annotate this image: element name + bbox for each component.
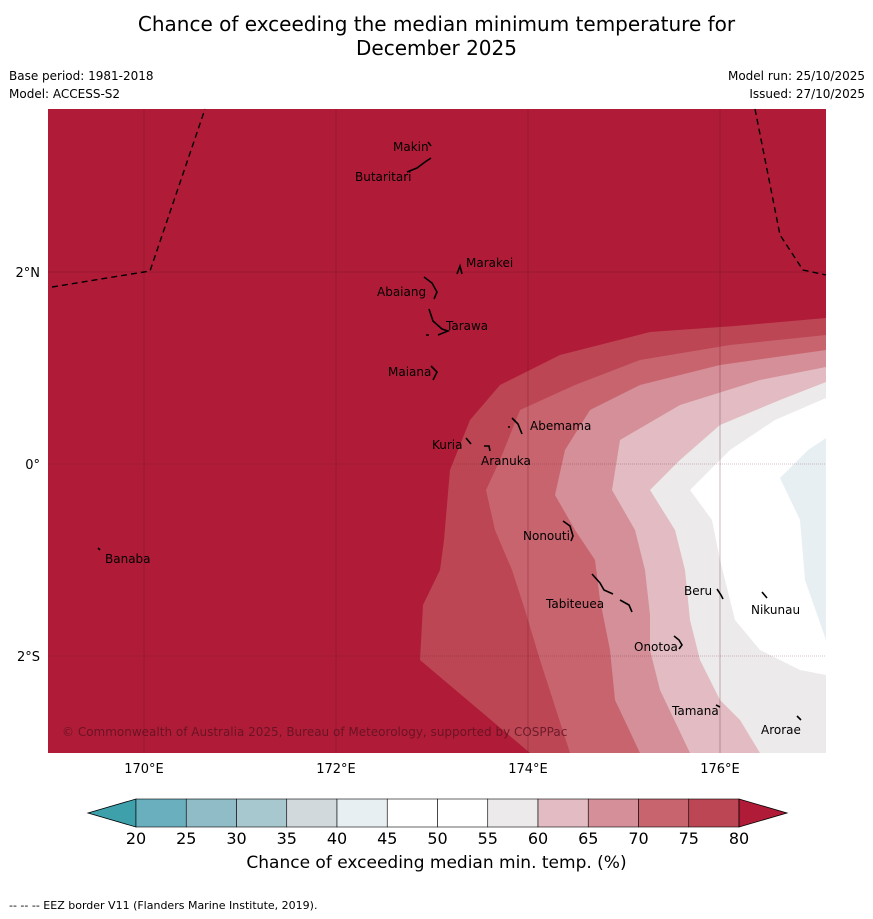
longitude-ticks: 170°E 172°E 174°E 176°E — [124, 762, 740, 777]
colorbar-band-b50_55 — [437, 798, 489, 828]
colorbar-band-b30_35 — [236, 798, 288, 828]
title-line-1: Chance of exceeding the median minimum t… — [137, 12, 736, 36]
eez-footnote: -- -- -- EEZ border V11 (Flanders Marine… — [9, 899, 318, 912]
eez-border — [51, 108, 827, 288]
island-label-aranuka: Aranuka — [481, 454, 531, 468]
model-run: Model run: 25/10/2025 — [727, 69, 865, 83]
colorbar-band-b35_40 — [286, 798, 338, 828]
colorbar — [86, 798, 789, 828]
island-label-tamana: Tamana — [671, 704, 719, 718]
colorbar-tick-label: 20 — [126, 829, 146, 848]
meta-right: Model run: 25/10/2025 Issued: 27/10/2025 — [728, 67, 865, 103]
island-label-nonouti: Nonouti — [523, 529, 570, 543]
model-name: Model: ACCESS-S2 — [9, 87, 121, 101]
colorbar-band-b20_25 — [135, 798, 187, 828]
base-period: Base period: 1981-2018 — [9, 69, 154, 83]
colorbar-band-b60_65 — [537, 798, 589, 828]
island-label-onotoa: Onotoa — [634, 640, 678, 654]
lon-tick-label: 176°E — [700, 762, 740, 777]
colorbar-band-b45_50 — [386, 798, 438, 828]
island-label-marakei: Marakei — [466, 256, 513, 270]
colorbar-tick-label: 40 — [327, 829, 347, 848]
contour-75-80-pocket — [492, 638, 530, 663]
colorbar-band-b55_60 — [487, 798, 539, 828]
colorbar-title: Chance of exceeding median min. temp. (%… — [246, 853, 627, 873]
colorbar-extend-low — [86, 798, 137, 828]
colorbar-tick-label: 25 — [176, 829, 196, 848]
colorbar-band-b65_70 — [587, 798, 639, 828]
colorbar-extend-high — [738, 798, 789, 828]
lat-tick-label: 2°S — [17, 650, 40, 665]
lat-tick-label: 2°N — [16, 266, 41, 281]
colorbar-band-b40_45 — [336, 798, 388, 828]
island-label-banaba: Banaba — [105, 552, 151, 566]
colorbar-tick-label: 30 — [226, 829, 246, 848]
colorbar-tick-label: 80 — [729, 829, 749, 848]
lat-tick-label: 0° — [25, 458, 40, 473]
island-label-arorae: Arorae — [761, 723, 801, 737]
lon-tick-label: 174°E — [508, 762, 548, 777]
island-label-abaiang: Abaiang — [377, 285, 426, 299]
graticule — [48, 109, 826, 753]
island-label-kuria: Kuria — [432, 438, 463, 452]
probability-contours — [48, 109, 826, 753]
colorbar-tick-label: 45 — [377, 829, 397, 848]
lon-tick-label: 172°E — [316, 762, 356, 777]
colorbar-tick-label: 50 — [427, 829, 447, 848]
island-label-abemama: Abemama — [530, 419, 591, 433]
island-label-maiana: Maiana — [388, 365, 431, 379]
colorbar-tick-label: 35 — [277, 829, 297, 848]
colorbar-tick-label: 65 — [578, 829, 598, 848]
colorbar-tick-label: 55 — [478, 829, 498, 848]
island-label-beru: Beru — [684, 584, 712, 598]
chart-title: Chance of exceeding the median minimum t… — [0, 12, 873, 60]
colorbar-tick-label: 75 — [679, 829, 699, 848]
island-label-nikunau: Nikunau — [751, 603, 800, 617]
colorbar-tick-label: 60 — [528, 829, 548, 848]
island-label-makin: Makin — [393, 140, 429, 154]
colorbar-band-b75_80 — [688, 798, 740, 828]
latitude-ticks: 2°N 0° 2°S — [16, 266, 41, 665]
colorbar-band-b70_75 — [638, 798, 690, 828]
island-outlines — [97, 141, 802, 721]
title-line-2: December 2025 — [356, 36, 517, 60]
island-label-tarawa: Tarawa — [445, 319, 488, 333]
map-copyright: © Commonwealth of Australia 2025, Bureau… — [62, 725, 567, 739]
island-label-tabiteuea: Tabiteuea — [545, 597, 604, 611]
colorbar-tick-label: 70 — [628, 829, 648, 848]
issued-date: Issued: 27/10/2025 — [749, 87, 865, 101]
colorbar-band-b25_30 — [185, 798, 237, 828]
island-label-butaritari: Butaritari — [355, 170, 412, 184]
colorbar-ticks: 20 25 30 35 40 45 50 55 60 65 70 75 80 — [126, 829, 749, 848]
contour-40-45 — [780, 438, 826, 640]
meta-left: Base period: 1981-2018 Model: ACCESS-S2 — [9, 67, 154, 103]
lon-tick-label: 170°E — [124, 762, 164, 777]
island-labels: Makin Butaritari Marakei Abaiang Tarawa Maian… — [105, 140, 801, 737]
